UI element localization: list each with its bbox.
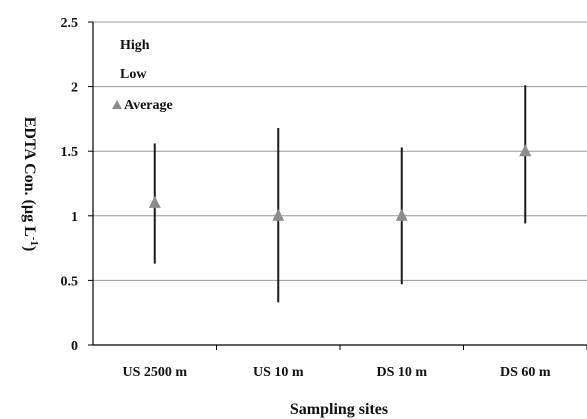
gridlines	[93, 21, 587, 281]
x-axis-title: Sampling sites	[290, 401, 388, 418]
legend: High Low Average	[112, 38, 173, 113]
y-tick-label: 1	[71, 210, 78, 225]
x-tick-label: DS 60 m	[500, 365, 551, 380]
legend-average: Average	[124, 98, 173, 113]
data-marks	[148, 85, 532, 303]
x-tick-label: DS 10 m	[376, 365, 427, 380]
y-axis-title: EDTA Con. (µg L-1)	[21, 117, 40, 252]
y-axis-title-tail: )	[21, 246, 38, 251]
y-axis-title-main: EDTA Con. (µg L	[21, 117, 38, 237]
average-marker	[272, 208, 285, 221]
y-axis-title-sup: -1	[28, 237, 40, 246]
legend-high: High	[120, 38, 150, 53]
legend-low: Low	[120, 67, 147, 82]
average-marker	[148, 195, 161, 208]
y-tick-label: 1.5	[61, 145, 79, 160]
legend-average-marker	[112, 100, 122, 109]
y-tick-label: 2.5	[61, 16, 79, 31]
x-tick-label: US 10 m	[253, 365, 304, 380]
x-tick-labels: US 2500 m US 10 m DS 10 m DS 60 m	[122, 365, 550, 380]
y-tick-label: 0.5	[61, 274, 79, 289]
average-marker	[395, 208, 408, 221]
y-tick-label: 2	[71, 81, 78, 96]
y-tick-labels: 0 0.5 1 1.5 2 2.5	[61, 16, 79, 354]
average-marker	[519, 144, 532, 157]
y-tick-label: 0	[71, 339, 78, 354]
x-tick-label: US 2500 m	[122, 365, 187, 380]
axes	[88, 21, 587, 350]
